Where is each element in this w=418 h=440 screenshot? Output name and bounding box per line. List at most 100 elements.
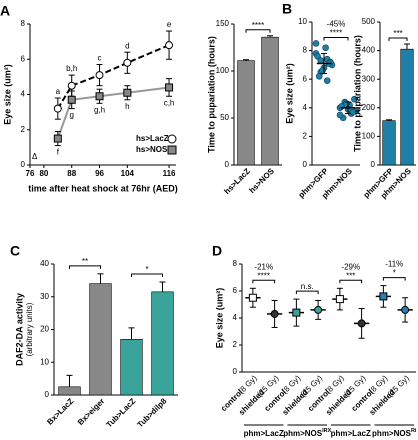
panel-label: D [212,243,222,259]
error-bar [404,43,410,50]
y-tick-label: 4 [303,103,308,112]
error-bar [159,281,166,292]
y-tick-label: 6 [303,74,308,83]
error-bar [345,101,351,108]
y-tick-label: 50 [220,113,229,122]
x-tick-label: 76 [26,169,35,178]
x-tick-label: hs>NOS [247,166,276,195]
sig-bracket [295,290,319,295]
y-axis-label: Time to pupariation (hours) [206,36,216,153]
data-point [53,134,62,143]
change-label: -11% [385,260,403,269]
panel-label: C [10,243,20,259]
y-tick-label: 4 [21,90,26,99]
data-point [351,95,358,103]
bar [58,386,81,396]
bar [382,120,396,166]
mean-marker [401,305,410,314]
data-point [123,88,132,97]
y-axis-label: Time to pupariation (hours) [352,35,362,152]
mean-marker [335,295,344,304]
y-tick-label: 40 [40,259,49,268]
data-point [165,83,174,92]
data-point [67,95,76,104]
error-bar [66,374,73,387]
y-tick-label: 0 [21,160,26,169]
x-label-group: hs>LacZ [222,166,252,196]
x-label-group: shielded(25 Gy) [368,373,412,417]
dose-label: (25 Gy) [386,373,411,398]
mean-marker [379,292,388,301]
x-label-group: Bx>eiger [76,397,106,427]
legend-label: hs>LacZ [136,134,169,143]
error-bar [97,273,104,284]
bar [151,291,174,396]
group-label: phm>NOSRi [372,428,417,438]
significance: **** [252,21,264,30]
data-point [165,41,174,50]
y-tick-label: 100 [216,66,230,75]
change-label: -45% [327,20,346,29]
sig-bracket [339,279,363,284]
significance: *** [346,271,355,280]
point-label: g [69,111,73,120]
x-tick-label: 104 [121,169,135,178]
y-tick-label: 0 [225,160,230,169]
error-bar [321,52,327,64]
bar [237,60,255,166]
point-label: c [98,54,102,63]
data-point [349,108,357,116]
sig-bracket [69,265,101,269]
x-tick-label: Tub>LacZ [105,396,138,429]
y-tick-label: 0 [45,390,50,399]
y-tick-label: 20 [40,325,49,334]
group-name: phm>NOS [372,429,412,438]
sig-bracket [382,277,406,281]
data-point [53,104,62,113]
mean-marker [314,305,323,314]
mean-marker [357,319,366,328]
mean-marker [292,308,301,317]
x-tick-label: 96 [95,169,104,178]
panel-label: B [282,1,292,17]
y-tick-label: 2 [21,125,26,134]
y-tick-label: 10 [298,17,307,26]
group-label: phm>LacZ [331,429,371,438]
x-label-group: hs>NOS [247,166,276,195]
sig-bracket [323,36,349,41]
legend-marker [167,134,177,144]
y-tick-label: 400 [362,46,376,55]
data-point [95,71,104,80]
x-tick-label: Tub>dilp8 [136,396,169,429]
y-axis-label: DAF2-DA activity [14,293,24,366]
group-name: phm>LacZ [331,429,371,438]
change-label: -21% [254,262,273,271]
point-label: g,h [94,105,105,114]
data-point [95,92,104,101]
significance: n.s. [301,282,314,291]
y-tick-label: 300 [362,74,376,83]
y-tick-label: 150 [216,19,230,28]
series-line [56,86,170,139]
error-bar [243,59,249,61]
point-label: e [167,20,172,29]
point-label: c,h [164,98,175,107]
sig-bracket [252,279,276,284]
y-axis-label: Eye size (um²) [2,64,12,125]
y-tick-label: 8 [21,19,26,28]
group-superscript: Ri [411,428,417,434]
y-axis-label: Eye size (um²) [284,63,294,124]
data-point [322,44,329,52]
y-tick-label: 2 [233,340,238,349]
error-bar [321,63,327,74]
error-bar [386,119,392,121]
bar [120,339,143,396]
data-point [67,81,76,90]
change-label: -29% [341,262,360,271]
sig-bracket [131,273,163,278]
data-point [336,111,344,119]
y-tick-label: 10 [40,357,49,366]
x-tick-label: 116 [163,169,176,178]
bar [261,36,279,166]
